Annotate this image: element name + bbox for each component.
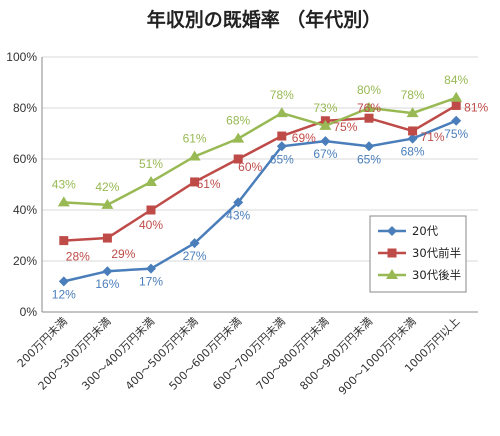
data-label: 60% <box>238 160 262 174</box>
data-label: 61% <box>183 131 207 145</box>
data-label: 75% <box>444 127 468 141</box>
grid <box>41 56 478 313</box>
chart-title: 年収別の既婚率 （年代別） <box>147 8 382 31</box>
data-point <box>277 131 287 141</box>
data-point <box>102 233 112 243</box>
data-label: 84% <box>444 73 468 87</box>
x-tick-label: 500～600万円未満 <box>167 315 245 393</box>
data-label: 78% <box>270 88 294 102</box>
data-label: 51% <box>197 177 221 191</box>
data-label: 16% <box>95 277 119 291</box>
data-label: 81% <box>464 100 488 114</box>
data-label: 68% <box>226 114 250 128</box>
data-label: 12% <box>52 287 76 301</box>
data-label: 40% <box>139 218 163 232</box>
data-point <box>276 141 287 152</box>
data-point <box>364 141 374 152</box>
legend-marker <box>387 248 397 258</box>
legend: 20代 30代前半 30代後半 <box>369 215 467 293</box>
data-label: 27% <box>183 249 207 263</box>
legend-label: 20代 <box>412 224 439 238</box>
data-point <box>450 91 463 102</box>
data-point <box>408 126 418 136</box>
series-line <box>63 119 457 283</box>
y-tick-label: 0% <box>20 305 38 319</box>
data-labels: 12% 16% 17% 27% 43% 65% 67% 65% 68% 75% 28% 29% 40% 5… <box>52 73 489 302</box>
data-point <box>407 133 418 144</box>
data-label: 76% <box>357 101 381 115</box>
data-point <box>319 119 332 130</box>
y-axis: 0% 20% 40% 60% 80% 100% <box>6 50 37 319</box>
x-axis: 200万円未満200～300万円未満300～400万円未満400～500万円未満… <box>15 315 463 398</box>
data-label: 65% <box>357 152 381 166</box>
data-point <box>146 263 156 274</box>
series-group <box>57 91 463 287</box>
y-tick-label: 80% <box>13 101 37 115</box>
data-point <box>189 238 200 249</box>
y-tick-label: 60% <box>13 152 37 166</box>
data-label: 43% <box>52 177 76 191</box>
data-point <box>451 100 461 110</box>
series-line <box>63 104 457 242</box>
data-label: 73% <box>313 101 337 115</box>
data-label: 42% <box>95 180 119 194</box>
x-tick-label: 800～900万円未満 <box>297 315 375 393</box>
data-point <box>451 115 462 126</box>
data-point <box>188 150 201 161</box>
data-point <box>102 266 113 277</box>
data-point <box>406 107 419 118</box>
legend-label: 30代後半 <box>412 268 461 282</box>
data-label: 17% <box>139 275 163 289</box>
y-tick-label: 20% <box>13 254 37 268</box>
data-point <box>233 154 243 164</box>
x-tick-label: 400～500万円未満 <box>123 315 201 393</box>
data-point <box>190 177 200 187</box>
data-point <box>275 107 288 118</box>
data-point <box>101 198 114 209</box>
legend-marker <box>387 226 397 236</box>
x-tick-label: 900～1000万円未満 <box>336 315 419 398</box>
x-tick-label: 300～400万円未満 <box>79 315 157 393</box>
data-point <box>233 197 244 208</box>
data-label: 43% <box>226 208 250 222</box>
data-label: 78% <box>401 88 425 102</box>
data-point <box>59 236 69 246</box>
series-line <box>63 96 457 207</box>
x-tick-label: 200～300万円未満 <box>36 315 114 393</box>
data-label: 75% <box>333 120 357 134</box>
data-point <box>363 102 375 112</box>
data-label: 29% <box>111 247 135 261</box>
data-point <box>146 205 156 215</box>
data-label: 80% <box>357 83 381 97</box>
data-label: 68% <box>401 145 425 159</box>
legend-marker <box>386 269 398 279</box>
data-label: 51% <box>139 157 163 171</box>
y-tick-label: 100% <box>6 50 37 64</box>
data-label: 65% <box>270 152 294 166</box>
data-label: 67% <box>313 147 337 161</box>
x-tick-label: 700～800万円未満 <box>254 315 332 393</box>
data-point <box>57 196 70 207</box>
data-point <box>232 132 245 143</box>
data-label: 69% <box>292 131 316 145</box>
data-point <box>320 136 331 147</box>
data-point <box>364 113 374 123</box>
data-point <box>145 175 157 186</box>
x-tick-label: 600～700万円未満 <box>210 315 288 393</box>
legend-label: 30代前半 <box>412 246 461 260</box>
y-tick-label: 40% <box>13 203 37 217</box>
data-point <box>58 276 69 287</box>
data-label: 28% <box>66 250 90 264</box>
data-label: 71% <box>421 130 445 144</box>
